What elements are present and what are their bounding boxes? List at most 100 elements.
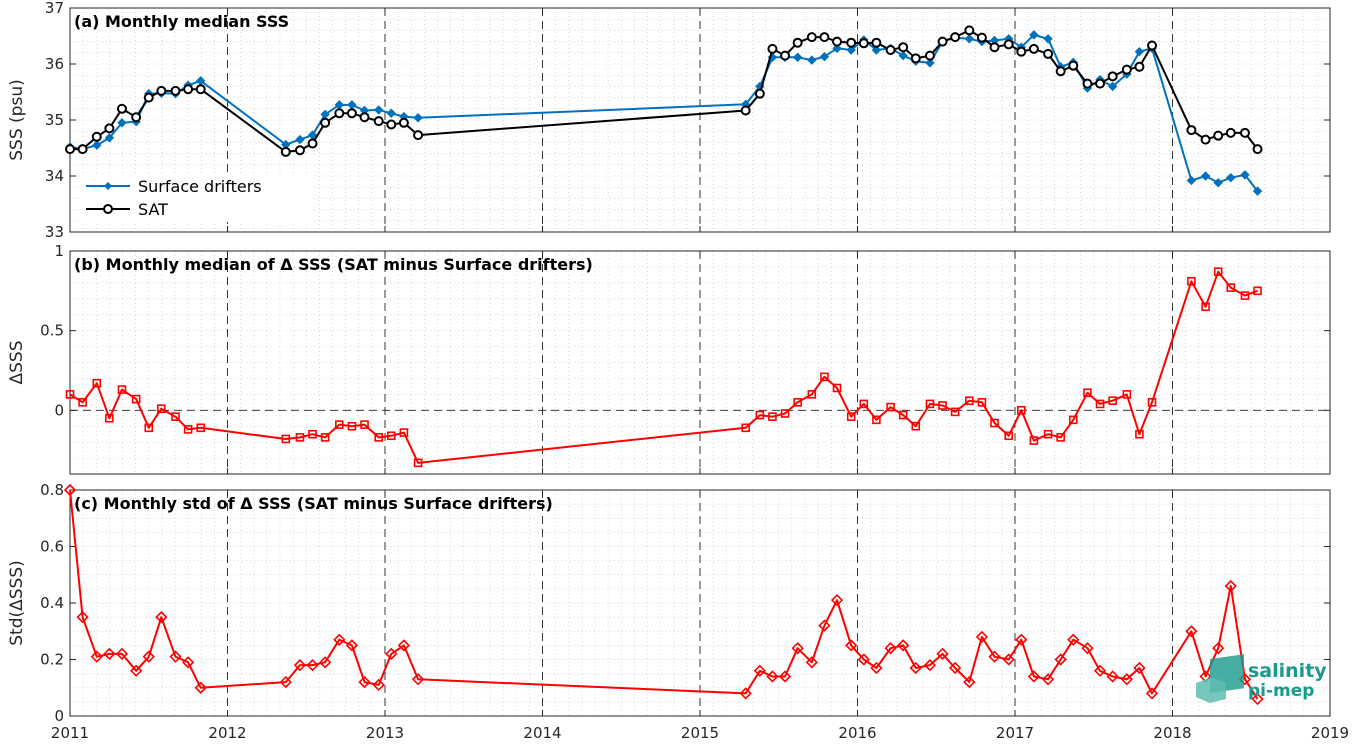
data-point xyxy=(938,401,947,410)
data-point xyxy=(320,433,330,442)
data-point xyxy=(791,642,804,655)
data-point xyxy=(144,423,154,433)
data-point xyxy=(1043,429,1053,439)
data-point xyxy=(846,412,856,421)
data-point xyxy=(1226,283,1236,292)
data-point xyxy=(295,134,305,145)
data-point xyxy=(1200,134,1211,145)
data-point xyxy=(1135,429,1144,439)
data-point xyxy=(1213,267,1223,277)
data-point xyxy=(1015,633,1028,646)
data-point xyxy=(115,647,129,660)
data-point xyxy=(1239,127,1250,138)
data-point xyxy=(345,639,359,652)
data-point xyxy=(819,32,830,43)
data-point xyxy=(63,483,77,497)
data-point xyxy=(373,105,384,115)
series-line xyxy=(69,270,1258,464)
panel-1: 0 0.5 1 ΔSSS (b) Monthly median of Δ SSS (SA… xyxy=(7,242,1331,475)
panel-title: (b) Monthly median of Δ SSS (SAT minus S… xyxy=(74,255,593,274)
y-tick-label: 0.2 xyxy=(40,651,64,669)
logo-mark-secondary xyxy=(1196,677,1226,703)
data-point xyxy=(1240,291,1250,300)
data-point xyxy=(963,675,976,689)
data-point xyxy=(1056,433,1065,442)
data-point xyxy=(1240,170,1250,180)
series-2-0 xyxy=(63,483,1264,706)
data-point xyxy=(859,399,869,409)
data-point xyxy=(977,398,987,407)
legend-label-sat: SAT xyxy=(138,200,168,219)
y-tick-label: 0.8 xyxy=(40,481,64,499)
data-point xyxy=(142,650,155,663)
data-point xyxy=(103,647,116,660)
data-point xyxy=(1029,30,1039,40)
data-point xyxy=(1054,653,1067,666)
data-point xyxy=(990,418,999,428)
data-point xyxy=(909,661,922,675)
data-point xyxy=(320,117,331,128)
data-point xyxy=(347,421,357,431)
x-tick-label: 2015 xyxy=(681,724,719,742)
data-point xyxy=(818,619,831,632)
data-point xyxy=(1028,43,1039,54)
data-point xyxy=(949,661,962,675)
data-point xyxy=(1027,670,1041,683)
data-point xyxy=(116,103,127,114)
data-point xyxy=(143,92,154,103)
data-point xyxy=(1093,664,1107,677)
y-tick-label: 0.5 xyxy=(40,322,64,340)
data-point xyxy=(871,37,882,48)
data-point xyxy=(792,52,803,62)
data-point xyxy=(807,390,817,399)
data-point xyxy=(76,610,89,624)
data-point xyxy=(925,58,935,68)
data-point xyxy=(1082,78,1093,89)
y-tick-label: 34 xyxy=(45,167,64,185)
data-point xyxy=(1134,61,1145,72)
data-point xyxy=(1107,81,1118,92)
data-point xyxy=(832,43,842,54)
data-point xyxy=(950,407,960,417)
data-point xyxy=(92,140,102,150)
data-point xyxy=(871,45,882,55)
data-point xyxy=(755,410,765,420)
data-point xyxy=(989,42,1000,53)
data-point xyxy=(359,112,370,123)
data-point xyxy=(924,50,935,61)
data-point xyxy=(171,412,180,421)
data-point xyxy=(1251,692,1264,706)
chart-panels: 33 34 35 36 37 SSS (psu) (a) Monthly median SS… xyxy=(7,0,1349,742)
legend-marker-surface-drifters xyxy=(104,182,112,190)
data-point xyxy=(169,650,182,663)
data-point xyxy=(399,428,409,437)
data-point xyxy=(1186,175,1197,186)
data-point xyxy=(360,420,369,429)
data-point xyxy=(1212,642,1225,655)
data-point xyxy=(1253,286,1262,296)
data-point xyxy=(346,108,357,119)
data-point xyxy=(334,108,345,119)
data-point xyxy=(832,383,842,393)
data-point xyxy=(374,433,384,442)
data-point xyxy=(386,431,396,441)
data-point xyxy=(104,123,115,134)
data-point xyxy=(183,425,193,434)
data-point xyxy=(1225,127,1236,138)
series-1-0 xyxy=(65,267,1262,468)
x-tick-label: 2011 xyxy=(51,724,89,742)
data-point xyxy=(385,647,398,660)
data-point xyxy=(411,673,425,686)
data-point xyxy=(373,116,384,127)
y-tick-label: 0 xyxy=(54,707,64,725)
data-point xyxy=(793,398,802,407)
data-point xyxy=(335,420,344,429)
data-point xyxy=(1213,178,1223,188)
data-point xyxy=(386,119,397,130)
data-point xyxy=(1121,64,1132,75)
data-point xyxy=(195,84,206,95)
data-point xyxy=(806,32,817,43)
data-point xyxy=(870,661,883,675)
data-point xyxy=(1083,388,1092,398)
data-point xyxy=(397,639,411,652)
